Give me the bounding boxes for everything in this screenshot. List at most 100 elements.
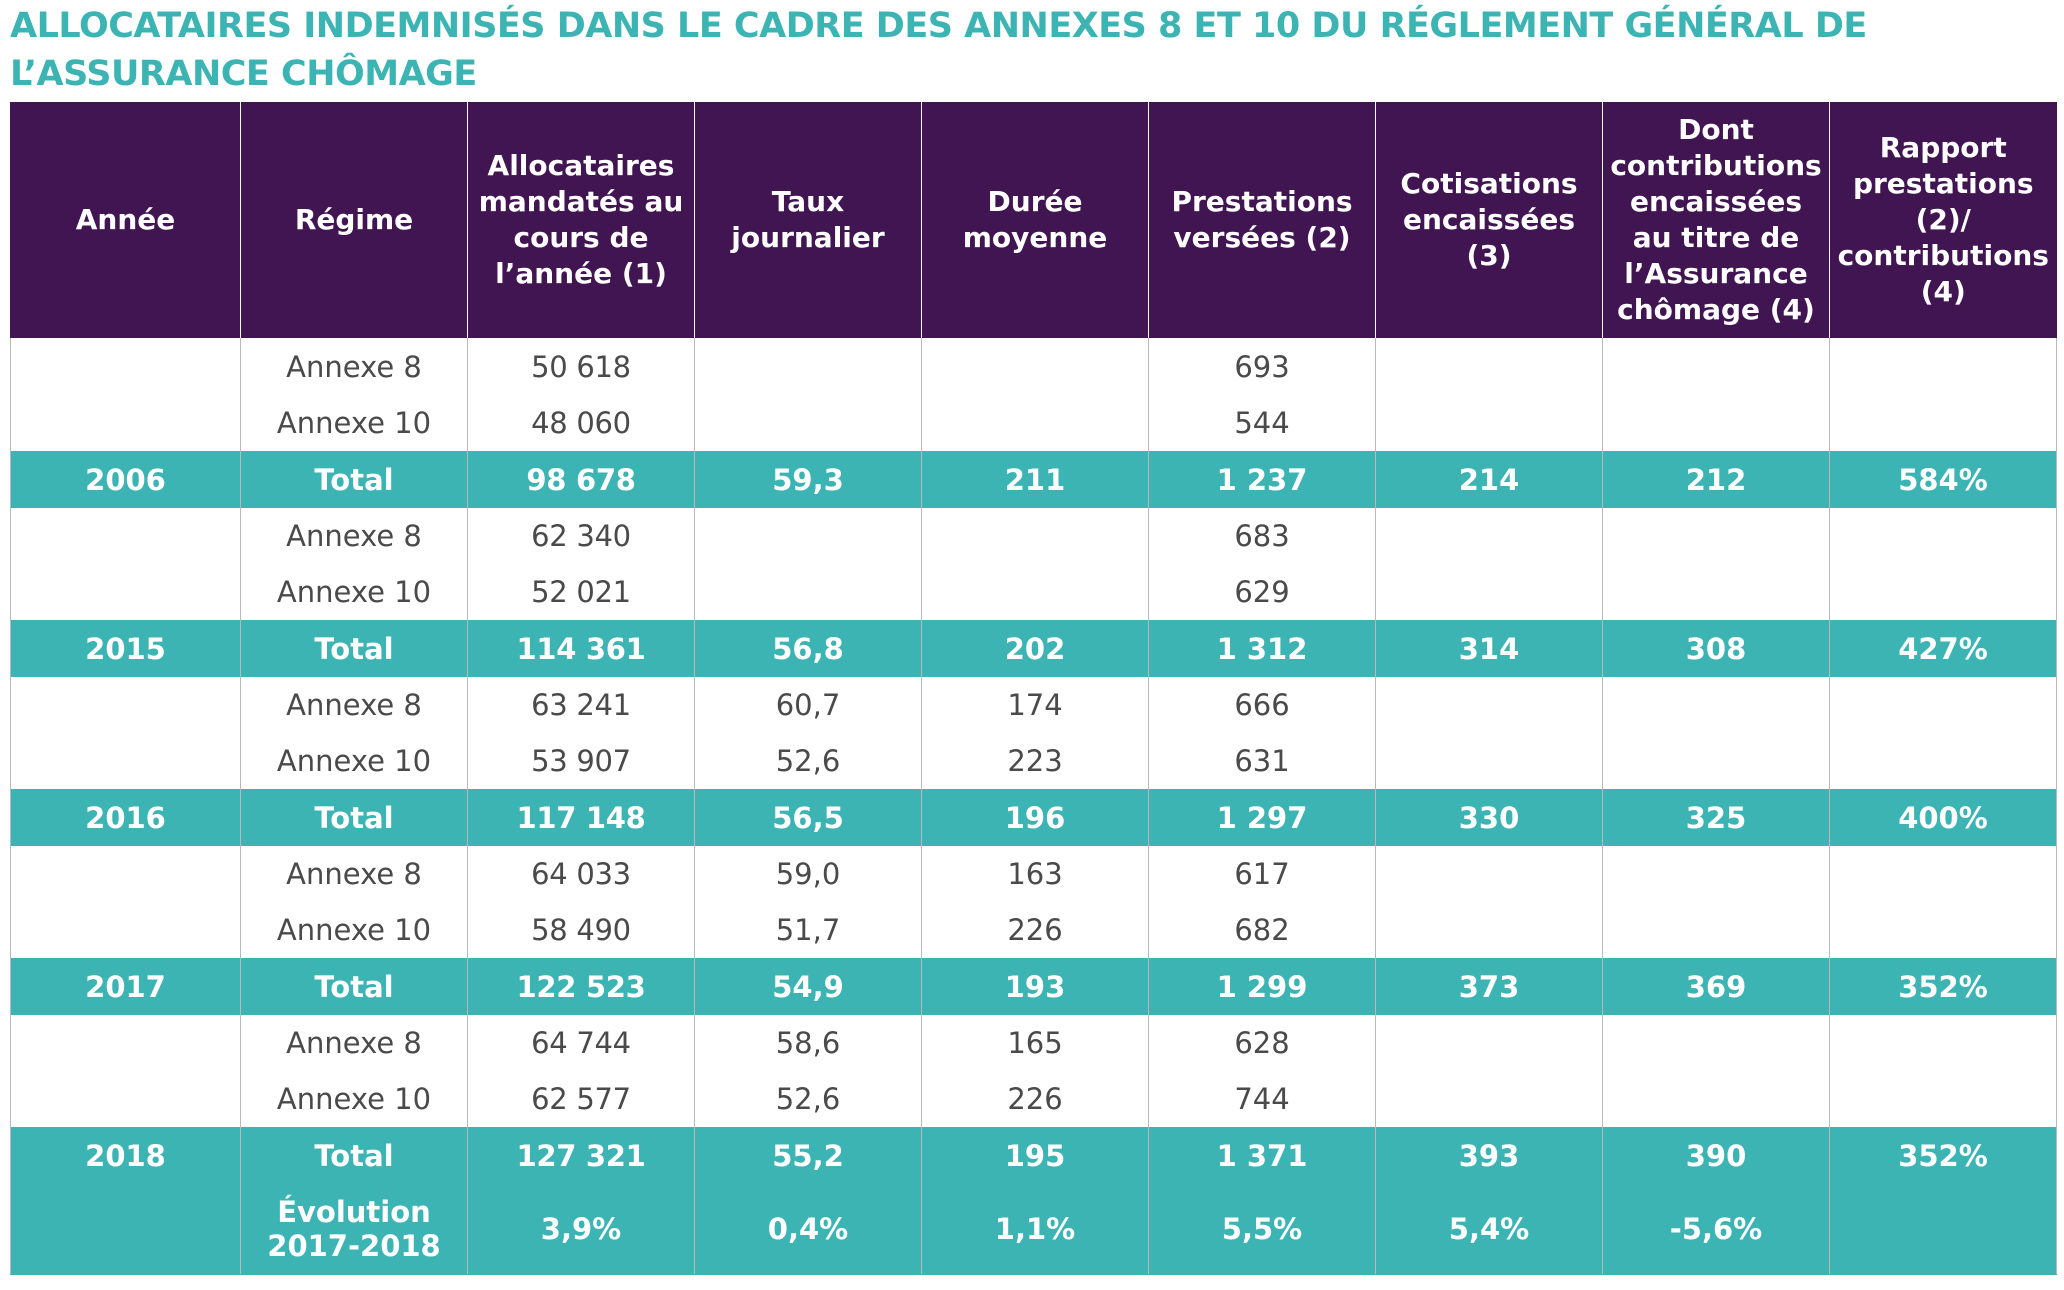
cell-allocataires: 53 907: [467, 733, 695, 789]
cell-cotisations: [1375, 508, 1603, 564]
cell-allocataires: 122 523: [467, 958, 695, 1015]
cell-contributions: [1602, 1071, 1830, 1127]
cell-duree: 165: [921, 1015, 1149, 1071]
cell-rapport: [1829, 395, 2057, 451]
cell-contributions: [1602, 733, 1830, 789]
cell-cotisations: [1375, 564, 1603, 620]
cell-regime: Annexe 10: [240, 733, 468, 789]
table-row: Annexe 8 50 618 693: [10, 338, 2057, 395]
cell-duree: 163: [921, 846, 1149, 902]
table-row: Annexe 10 48 060 544: [10, 395, 2057, 451]
cell-rapport: 427%: [1829, 620, 2057, 677]
cell-annee: [10, 564, 241, 620]
cell-contributions: 390: [1602, 1127, 1830, 1184]
cell-duree: 223: [921, 733, 1149, 789]
cell-annee: [10, 677, 241, 733]
cell-taux: 56,8: [694, 620, 922, 677]
cell-cotisations: 393: [1375, 1127, 1603, 1184]
cell-contributions: 308: [1602, 620, 1830, 677]
cell-taux: 52,6: [694, 1071, 922, 1127]
cell-prestations: 683: [1148, 508, 1376, 564]
cell-allocataires: 62 340: [467, 508, 695, 564]
cell-cotisations: [1375, 1071, 1603, 1127]
cell-prestations: 682: [1148, 902, 1376, 958]
cell-annee: 2006: [10, 451, 241, 508]
cell-cotisations: 5,4%: [1375, 1184, 1603, 1275]
cell-allocataires: 63 241: [467, 677, 695, 733]
evolution-label-line1: Évolution: [277, 1195, 431, 1229]
cell-regime: Annexe 10: [240, 395, 468, 451]
cell-cotisations: [1375, 338, 1603, 395]
cell-prestations: 628: [1148, 1015, 1376, 1071]
cell-contributions: [1602, 846, 1830, 902]
cell-regime: Annexe 10: [240, 564, 468, 620]
cell-annee: [10, 733, 241, 789]
data-table: Année Régime Allocataires mandatés au co…: [10, 102, 2057, 1275]
cell-annee: [10, 508, 241, 564]
cell-annee: [10, 395, 241, 451]
cell-prestations: 1 299: [1148, 958, 1376, 1015]
cell-allocataires: 62 577: [467, 1071, 695, 1127]
total-row: 2017 Total 122 523 54,9 193 1 299 373 36…: [10, 958, 2057, 1015]
cell-duree: 195: [921, 1127, 1149, 1184]
cell-regime: Total: [240, 789, 468, 846]
cell-taux: [694, 395, 922, 451]
cell-duree: 174: [921, 677, 1149, 733]
cell-allocataires: 127 321: [467, 1127, 695, 1184]
table-row: Annexe 8 64 744 58,6 165 628: [10, 1015, 2057, 1071]
evolution-row: Évolution 2017-2018 3,9% 0,4% 1,1% 5,5% 5…: [10, 1184, 2057, 1275]
cell-rapport: [1829, 733, 2057, 789]
cell-taux: 58,6: [694, 1015, 922, 1071]
cell-cotisations: 314: [1375, 620, 1603, 677]
cell-taux: 51,7: [694, 902, 922, 958]
cell-prestations: 629: [1148, 564, 1376, 620]
cell-taux: 55,2: [694, 1127, 922, 1184]
table-row: Annexe 8 63 241 60,7 174 666: [10, 677, 2057, 733]
cell-cotisations: 373: [1375, 958, 1603, 1015]
cell-rapport: 352%: [1829, 1127, 2057, 1184]
evolution-label: Évolution 2017-2018: [240, 1184, 468, 1275]
cell-taux: 54,9: [694, 958, 922, 1015]
cell-regime: Total: [240, 1127, 468, 1184]
cell-duree: 226: [921, 902, 1149, 958]
cell-prestations: 1 371: [1148, 1127, 1376, 1184]
cell-rapport: 352%: [1829, 958, 2057, 1015]
header-rapport: Rapport prestations (2)/ contributions (…: [1829, 102, 2057, 338]
header-row: Année Régime Allocataires mandatés au co…: [10, 102, 2057, 338]
cell-allocataires: 64 033: [467, 846, 695, 902]
cell-contributions: -5,6%: [1602, 1184, 1830, 1275]
total-row: 2016 Total 117 148 56,5 196 1 297 330 32…: [10, 789, 2057, 846]
cell-allocataires: 114 361: [467, 620, 695, 677]
header-taux: Taux journalier: [694, 102, 922, 338]
cell-cotisations: [1375, 733, 1603, 789]
cell-taux: 52,6: [694, 733, 922, 789]
cell-duree: 211: [921, 451, 1149, 508]
cell-contributions: 212: [1602, 451, 1830, 508]
table-row: Annexe 8 64 033 59,0 163 617: [10, 846, 2057, 902]
total-row: 2015 Total 114 361 56,8 202 1 312 314 30…: [10, 620, 2057, 677]
cell-allocataires: 64 744: [467, 1015, 695, 1071]
cell-regime: Annexe 8: [240, 677, 468, 733]
cell-allocataires: 52 021: [467, 564, 695, 620]
cell-annee: 2016: [10, 789, 241, 846]
cell-duree: 196: [921, 789, 1149, 846]
cell-annee: [10, 338, 241, 395]
cell-taux: 59,3: [694, 451, 922, 508]
header-annee: Année: [10, 102, 241, 338]
cell-regime: Annexe 8: [240, 1015, 468, 1071]
cell-regime: Annexe 8: [240, 508, 468, 564]
cell-duree: [921, 395, 1149, 451]
cell-rapport: [1829, 1071, 2057, 1127]
cell-regime: Annexe 8: [240, 846, 468, 902]
table-row: Annexe 10 62 577 52,6 226 744: [10, 1071, 2057, 1127]
cell-allocataires: 98 678: [467, 451, 695, 508]
cell-rapport: 584%: [1829, 451, 2057, 508]
cell-taux: [694, 508, 922, 564]
cell-prestations: 617: [1148, 846, 1376, 902]
cell-allocataires: 48 060: [467, 395, 695, 451]
cell-taux: [694, 338, 922, 395]
total-row: 2018 Total 127 321 55,2 195 1 371 393 39…: [10, 1127, 2057, 1184]
cell-rapport: [1829, 1015, 2057, 1071]
table-row: Annexe 10 53 907 52,6 223 631: [10, 733, 2057, 789]
cell-prestations: 544: [1148, 395, 1376, 451]
